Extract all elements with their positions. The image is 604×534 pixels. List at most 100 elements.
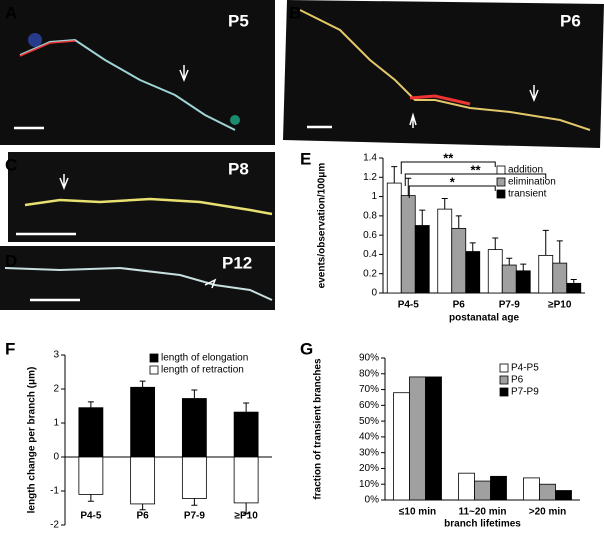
error-bar xyxy=(87,401,94,408)
bar xyxy=(400,195,416,294)
panel-letter: A xyxy=(5,3,17,22)
bar xyxy=(386,182,402,294)
legend-swatch xyxy=(496,177,506,187)
error-bar xyxy=(570,279,577,284)
panel-letter: B xyxy=(289,3,301,22)
bar xyxy=(233,456,259,504)
significance-label: ** xyxy=(470,162,481,177)
x-axis-label: branch lifetimes xyxy=(444,519,521,530)
x-tick-label: P6 xyxy=(453,300,466,311)
panel-letter: G xyxy=(300,339,313,358)
x-tick-label: ≥P10 xyxy=(548,300,572,311)
error-bar xyxy=(191,389,198,399)
panel-letter: E xyxy=(300,149,311,168)
bar xyxy=(451,227,467,294)
bar xyxy=(555,490,572,501)
error-bar xyxy=(542,229,549,256)
legend-swatch xyxy=(149,353,159,363)
y-tick-label: 1.4 xyxy=(363,153,377,164)
bar xyxy=(130,386,156,458)
y-tick-label: 60% xyxy=(359,400,379,411)
y-tick-label: 0 xyxy=(53,452,59,463)
x-tick-label: P6 xyxy=(137,511,150,522)
significance-bracket xyxy=(400,161,496,174)
bar xyxy=(409,376,426,501)
y-axis-label: length change per branch (μm) xyxy=(27,367,38,514)
y-tick-label: -1 xyxy=(50,486,59,497)
error-bar xyxy=(243,402,250,413)
image-label: P5 xyxy=(228,11,249,30)
bar xyxy=(414,225,430,294)
legend-swatch xyxy=(149,365,159,375)
y-tick-label: 0.4 xyxy=(363,249,377,260)
legend-label: length of elongation xyxy=(161,353,248,364)
error-bar xyxy=(419,209,426,226)
bar xyxy=(538,254,554,294)
legend-label: elimination xyxy=(508,177,556,188)
significance-bracket xyxy=(408,185,496,198)
bar xyxy=(474,480,491,501)
error-bar xyxy=(492,237,499,250)
legend-label: transient xyxy=(508,189,547,200)
legend-swatch xyxy=(499,375,509,385)
bar xyxy=(458,472,475,501)
error-bar xyxy=(391,166,398,184)
error-bar xyxy=(455,215,462,229)
micrograph-b xyxy=(283,0,604,148)
y-axis-label: fraction of transient branches xyxy=(313,358,324,500)
bar xyxy=(425,376,442,501)
x-tick-label: P7-9 xyxy=(184,511,206,522)
error-bar xyxy=(520,263,527,271)
panel-letter: C xyxy=(5,155,17,174)
panel-letter: D xyxy=(5,251,17,270)
bar xyxy=(233,411,259,458)
micrograph-c xyxy=(8,152,275,242)
error-bar xyxy=(441,198,448,210)
bar xyxy=(181,398,207,458)
panel-letter: F xyxy=(5,339,15,358)
y-tick-label: -2 xyxy=(50,520,59,531)
y-tick-label: 0% xyxy=(365,495,380,506)
y-tick-label: 50% xyxy=(359,416,379,427)
image-label: P8 xyxy=(228,159,249,178)
bar xyxy=(523,477,540,501)
error-bar xyxy=(139,380,146,388)
error-bar xyxy=(469,242,476,252)
bar xyxy=(501,264,517,294)
error-bar xyxy=(506,257,513,266)
y-axis-label: events/observation/100μm xyxy=(317,163,328,289)
y-tick-label: 1 xyxy=(371,191,377,202)
bar xyxy=(566,282,582,294)
bar xyxy=(78,456,104,495)
significance-label: * xyxy=(450,174,456,189)
y-tick-label: 0.2 xyxy=(363,268,377,279)
legend-swatch xyxy=(499,363,509,373)
bar xyxy=(487,249,503,294)
error-bar xyxy=(191,498,198,506)
bar xyxy=(130,456,156,505)
micrograph-d xyxy=(0,246,275,310)
bar xyxy=(515,270,531,294)
y-tick-label: 20% xyxy=(359,463,379,474)
significance-label: ** xyxy=(443,150,454,165)
legend-label: P6 xyxy=(511,375,524,386)
y-tick-label: 1.2 xyxy=(363,172,377,183)
legend-label: P4-P5 xyxy=(511,363,539,374)
legend-swatch xyxy=(499,387,509,397)
y-tick-label: 1 xyxy=(53,418,59,429)
significance-bracket xyxy=(404,173,547,186)
x-tick-label: 11~20 min xyxy=(458,507,506,518)
bar xyxy=(539,483,556,501)
error-bar xyxy=(87,494,94,502)
error-bar xyxy=(556,240,563,264)
y-tick-label: 2 xyxy=(53,384,59,395)
bar xyxy=(181,456,207,499)
image-label: P12 xyxy=(222,253,252,272)
bar xyxy=(78,407,104,458)
y-tick-label: 90% xyxy=(359,353,379,364)
error-bar xyxy=(243,502,250,515)
x-tick-label: >20 min xyxy=(529,507,567,518)
y-tick-label: 10% xyxy=(359,479,379,490)
y-tick-label: 0 xyxy=(371,288,377,299)
